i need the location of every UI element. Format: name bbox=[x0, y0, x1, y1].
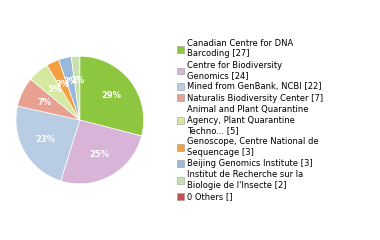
Text: 3%: 3% bbox=[63, 77, 78, 86]
Wedge shape bbox=[61, 120, 142, 184]
Wedge shape bbox=[16, 106, 80, 181]
Text: 7%: 7% bbox=[37, 98, 51, 107]
Text: 23%: 23% bbox=[35, 135, 55, 144]
Wedge shape bbox=[17, 79, 80, 120]
Wedge shape bbox=[80, 56, 144, 136]
Wedge shape bbox=[71, 56, 80, 120]
Text: 25%: 25% bbox=[89, 150, 109, 159]
Text: 3%: 3% bbox=[56, 80, 70, 89]
Text: 29%: 29% bbox=[101, 91, 121, 100]
Wedge shape bbox=[47, 60, 80, 120]
Legend: Canadian Centre for DNA
Barcoding [27], Centre for Biodiversity
Genomics [24], M: Canadian Centre for DNA Barcoding [27], … bbox=[177, 39, 323, 201]
Wedge shape bbox=[31, 65, 80, 120]
Text: 5%: 5% bbox=[47, 85, 61, 95]
Text: 2%: 2% bbox=[70, 76, 84, 85]
Wedge shape bbox=[59, 57, 80, 120]
